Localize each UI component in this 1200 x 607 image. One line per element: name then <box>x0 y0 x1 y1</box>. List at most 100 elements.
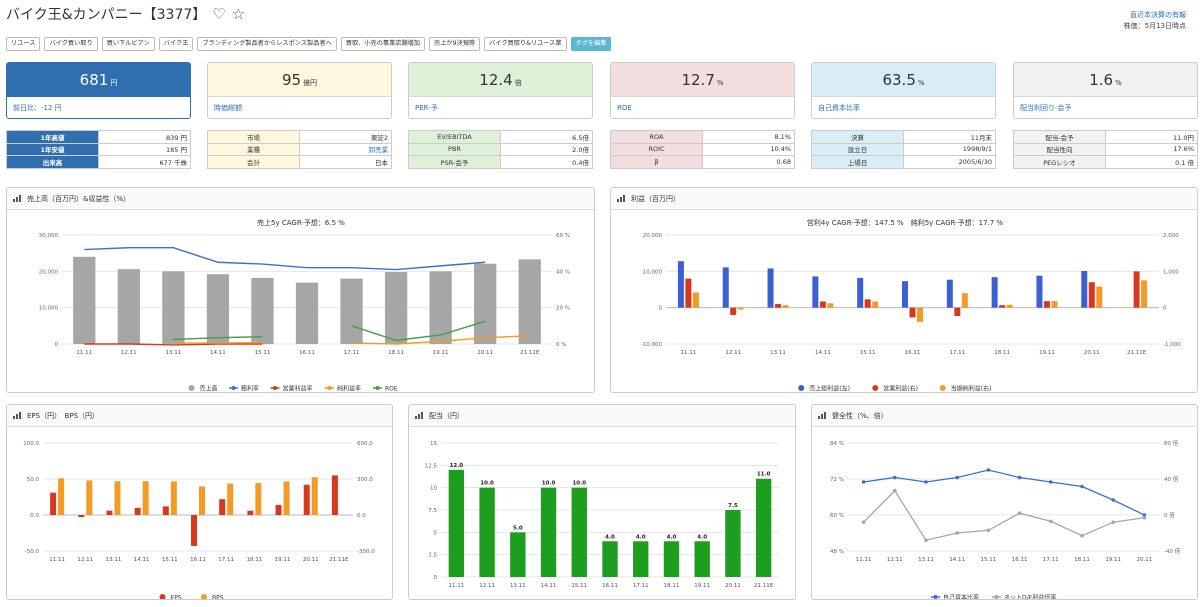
market-cap-label[interactable]: 時価総額 <box>208 97 391 118</box>
y2-tick-label: 0 % <box>556 342 566 348</box>
edit-tags-button[interactable]: タグを編集 <box>570 37 612 51</box>
tag-item[interactable]: バイク買い取り <box>44 37 98 51</box>
y2-tick-label: 0.0 <box>357 513 366 519</box>
info-value[interactable]: 卸売業 <box>299 142 392 157</box>
legend-label: 粗利率 <box>241 385 259 393</box>
x-tick-label: 14.11 <box>949 557 965 563</box>
bar-dividend <box>633 541 649 577</box>
x-tick-label: 16.11 <box>1012 557 1028 563</box>
bar-profit-2 <box>917 307 923 322</box>
info-key: 上場日 <box>811 155 904 169</box>
heart-outline-icon[interactable]: ♡ <box>212 5 226 23</box>
y2-tick-label: 40 % <box>556 269 570 275</box>
bar-eps-0 <box>50 492 57 515</box>
data-label: 10.0 <box>542 481 556 487</box>
bar-eps-1 <box>311 477 318 515</box>
bar-dividend <box>479 487 495 577</box>
info-row: ROIC 10.4% <box>610 142 795 157</box>
roe-label[interactable]: ROE <box>611 97 794 118</box>
bar-profit-0 <box>677 261 684 308</box>
dividend-yield-label[interactable]: 配当利回り-会予 <box>1014 97 1197 118</box>
bar-sales <box>162 271 185 344</box>
data-label: 12.0 <box>450 463 464 469</box>
legend-swatch-dot <box>327 386 332 390</box>
x-tick-label: 16.11 <box>299 350 315 356</box>
x-tick-label: 13.11 <box>165 350 181 356</box>
bar-profit-2 <box>872 301 879 308</box>
info-value: 185 円 <box>98 142 191 157</box>
series-point-0 <box>1017 475 1022 480</box>
data-label: 5.0 <box>513 525 523 531</box>
bar-profit-1 <box>1043 301 1050 308</box>
health-chart-title: 健全性（%、倍） <box>832 412 888 420</box>
bar-profit-1 <box>999 305 1006 308</box>
price-date-note: 株価：5月13日時点 <box>1123 22 1186 30</box>
per-value: 12.4 <box>479 71 513 89</box>
bar-eps-0 <box>331 475 338 515</box>
info-row: 決算 11月末 <box>811 130 996 144</box>
info-key: 業種 <box>207 142 300 157</box>
data-label: 4.0 <box>605 534 615 540</box>
tag-item[interactable]: 売上が9決預等 <box>429 37 481 51</box>
series-point-1 <box>924 538 928 542</box>
series-line-0 <box>863 469 1145 516</box>
x-tick-label: 14.11 <box>815 350 831 356</box>
y-tick-label: 20,000 <box>39 269 59 275</box>
tag-item[interactable]: 買取、小売の事業店舗増加 <box>340 37 426 51</box>
bar-sales <box>429 271 452 344</box>
per-label[interactable]: PER-予 <box>409 97 592 118</box>
info-value: 839 円 <box>98 130 191 144</box>
legend-swatch <box>188 385 195 391</box>
bar-sales <box>73 256 96 344</box>
bar-eps-0 <box>303 484 310 515</box>
bar-dividend <box>510 532 526 577</box>
valuation-table: EV/EBITDA 6.5倍 PBR 2.0倍 PSR-会予 0.4倍 <box>408 130 593 169</box>
info-row: ROA 8.1% <box>610 130 795 144</box>
bar-chart-icon <box>13 412 21 419</box>
info-row: 配当-会予 11.0円 <box>1013 130 1198 144</box>
x-tick-label: 16.11 <box>905 350 921 356</box>
legend-label: ROE <box>385 386 398 393</box>
equity-ratio-unit: % <box>917 79 925 87</box>
info-value: 東証2 <box>299 130 392 144</box>
info-row: 市場 東証2 <box>207 130 392 144</box>
series-line-4 <box>351 320 486 342</box>
info-key: 1年高値 <box>6 130 99 144</box>
sales-chart-panel: 売上高（百万円）&収益性（%） 売上5y CAGR-予想：6.5 % 0 10,00… <box>6 187 595 393</box>
bar-eps-0 <box>275 504 282 515</box>
bar-profit-1 <box>819 301 826 308</box>
x-tick-label: 16.11 <box>602 583 618 589</box>
star-outline-icon[interactable]: ☆ <box>231 5 246 23</box>
x-tick-label: 17.11 <box>218 557 234 563</box>
tag-item[interactable]: バイク買取り&リユース業 <box>484 37 567 51</box>
info-value: 8.1% <box>702 130 795 144</box>
tag-item[interactable]: 買い下ルビアン <box>101 37 155 51</box>
equity-ratio-label[interactable]: 自己資本比率 <box>812 97 995 118</box>
bar-dividend <box>755 478 772 577</box>
price-value: 681 <box>79 71 109 89</box>
x-tick-label: 20.11 <box>303 557 319 563</box>
series-point-0 <box>1049 480 1053 484</box>
y-tick-label: 0 <box>55 342 59 348</box>
x-tick-label: 20.11 <box>725 583 741 589</box>
series-point-1 <box>1017 511 1022 515</box>
tag-item[interactable]: バイク王 <box>158 37 194 51</box>
x-tick-label: 21.11E <box>520 350 540 356</box>
bar-eps-0 <box>162 506 169 515</box>
info-row: 設立日 1998/9/1 <box>811 142 996 157</box>
bar-eps-1 <box>199 486 205 515</box>
info-key: ROA <box>610 130 703 144</box>
tag-item[interactable]: ブランディング製品者からレスポンス製品者へ <box>197 37 337 51</box>
legend-label: 純利益率 <box>337 385 361 393</box>
roe-value: 12.7 <box>681 71 715 89</box>
latest-report-link[interactable]: 直近本決算の有報 <box>1130 11 1186 19</box>
bar-profit-0 <box>1081 270 1088 308</box>
market-cap-value: 95 <box>281 71 302 89</box>
bar-profit-2 <box>1006 304 1013 308</box>
y-tick-label: 0 <box>659 306 663 312</box>
tag-item[interactable]: リユース <box>6 37 41 51</box>
bar-dividend <box>694 541 710 577</box>
legend-label: BPS <box>212 595 224 601</box>
x-tick-label: 17.11 <box>949 350 965 356</box>
data-label: 7.5 <box>728 503 738 509</box>
